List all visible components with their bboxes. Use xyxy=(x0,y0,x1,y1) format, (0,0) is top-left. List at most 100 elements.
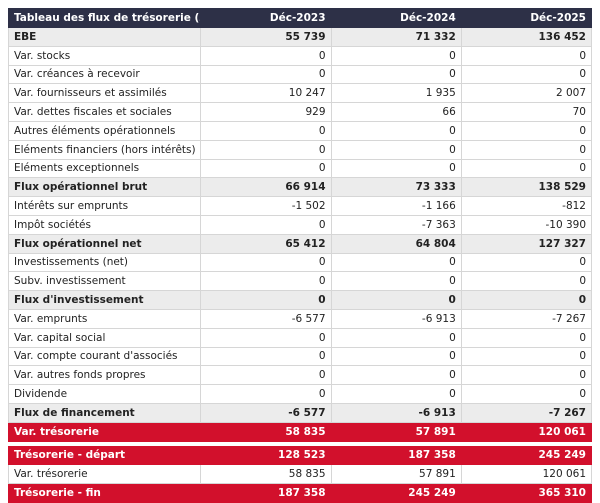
cell-value: 0 xyxy=(200,327,332,348)
table-row: Eléments exceptionnels 0 0 0 xyxy=(7,158,593,179)
table-row: Var. stocks 0 0 0 xyxy=(7,45,593,66)
cell-value: -6 913 xyxy=(330,308,462,329)
cell-value: -7 267 xyxy=(460,308,593,329)
cell-value: 128 523 xyxy=(200,445,332,466)
row-label: Flux de financement xyxy=(7,402,202,423)
cell-value: 55 739 xyxy=(200,27,332,47)
cell-value: 0 xyxy=(330,346,462,367)
cell-value: -812 xyxy=(460,196,593,216)
table-row: Var. capital social 0 0 0 xyxy=(7,327,593,348)
cell-value: 187 358 xyxy=(200,483,332,503)
cell-value: 0 xyxy=(460,290,593,310)
cell-value: 0 xyxy=(330,252,462,273)
row-label: Var. créances à recevoir xyxy=(7,64,202,85)
cell-value: 127 327 xyxy=(460,233,593,254)
cell-value: 0 xyxy=(200,290,332,310)
table-row: Flux de financement -6 577 -6 913 -7 267 xyxy=(7,402,593,423)
table-row: Var. dettes fiscales et sociales 929 66 70 xyxy=(7,102,593,122)
cell-value: 0 xyxy=(460,384,593,404)
cell-value: 0 xyxy=(460,327,593,348)
cell-value: 0 xyxy=(330,64,462,85)
cell-value: 65 412 xyxy=(200,233,332,254)
cell-value: 0 xyxy=(200,271,332,292)
cell-value: -1 502 xyxy=(200,196,332,216)
cell-value: 120 061 xyxy=(460,421,593,442)
table-row: Flux opérationnel brut 66 914 73 333 138 52… xyxy=(7,177,593,198)
cell-value: 0 xyxy=(200,120,332,141)
cell-value: -6 577 xyxy=(200,402,332,423)
cell-value: 0 xyxy=(330,139,462,160)
table-row: Trésorerie - départ 128 523 187 358 245 249 xyxy=(7,445,593,466)
cell-value: 0 xyxy=(200,214,332,235)
cell-value: 187 358 xyxy=(330,445,462,466)
cell-value: 57 891 xyxy=(330,421,462,442)
cell-value: 0 xyxy=(200,346,332,367)
header-title: Tableau des flux de trésorerie (£) xyxy=(7,8,202,28)
row-label: Eléments financiers (hors intérêts) xyxy=(7,139,202,160)
table-row: Var. trésorerie 58 835 57 891 120 061 xyxy=(7,421,593,442)
row-label: Var. trésorerie xyxy=(7,464,202,485)
cell-value: -7 363 xyxy=(330,214,462,235)
cell-value: 1 935 xyxy=(330,83,462,104)
cashflow-table: Tableau des flux de trésorerie (£) Déc-2… xyxy=(7,8,593,442)
cell-value: 10 247 xyxy=(200,83,332,104)
table-row: Var. emprunts -6 577 -6 913 -7 267 xyxy=(7,308,593,329)
row-label: Var. stocks xyxy=(7,45,202,66)
page: Tableau des flux de trésorerie (£) Déc-2… xyxy=(7,8,593,503)
cell-value: 66 xyxy=(330,102,462,122)
table-row: EBE 55 739 71 332 136 452 xyxy=(7,27,593,47)
column-header: Déc-2025 xyxy=(460,8,593,28)
table-row: Var. compte courant d'associés 0 0 0 xyxy=(7,346,593,367)
cell-value: 245 249 xyxy=(330,483,462,503)
row-label: Var. compte courant d'associés xyxy=(7,346,202,367)
cell-value: 245 249 xyxy=(460,445,593,466)
row-label: Var. capital social xyxy=(7,327,202,348)
cell-value: 929 xyxy=(200,102,332,122)
cell-value: 0 xyxy=(460,139,593,160)
cell-value: 0 xyxy=(200,365,332,386)
cell-value: 0 xyxy=(200,64,332,85)
table-row: Eléments financiers (hors intérêts) 0 0 0 xyxy=(7,139,593,160)
row-label: Flux d'investissement xyxy=(7,290,202,310)
row-label: Investissements (net) xyxy=(7,252,202,273)
cell-value: 0 xyxy=(330,327,462,348)
cell-value: 64 804 xyxy=(330,233,462,254)
table-row: Var. autres fonds propres 0 0 0 xyxy=(7,365,593,386)
cell-value: 0 xyxy=(330,158,462,179)
cell-value: 0 xyxy=(330,120,462,141)
row-label: Eléments exceptionnels xyxy=(7,158,202,179)
table-row: Var. trésorerie 58 835 57 891 120 061 xyxy=(7,464,593,485)
row-label: Intérêts sur emprunts xyxy=(7,196,202,216)
cell-value: -10 390 xyxy=(460,214,593,235)
row-label: Var. dettes fiscales et sociales xyxy=(7,102,202,122)
row-label: Var. fournisseurs et assimilés xyxy=(7,83,202,104)
row-label: Trésorerie - départ xyxy=(7,445,202,466)
cell-value: 0 xyxy=(330,384,462,404)
cell-value: 0 xyxy=(330,290,462,310)
cell-value: 71 332 xyxy=(330,27,462,47)
cell-value: 70 xyxy=(460,102,593,122)
row-label: Flux opérationnel brut xyxy=(7,177,202,198)
cell-value: 0 xyxy=(460,45,593,66)
table-row: Trésorerie - fin 187 358 245 249 365 310 xyxy=(7,483,593,503)
cell-value: -1 166 xyxy=(330,196,462,216)
cell-value: 0 xyxy=(460,346,593,367)
cell-value: 0 xyxy=(200,384,332,404)
row-label: Var. autres fonds propres xyxy=(7,365,202,386)
row-label: Flux opérationnel net xyxy=(7,233,202,254)
column-header: Déc-2023 xyxy=(200,8,332,28)
cell-value: 365 310 xyxy=(460,483,593,503)
cell-value: -6 577 xyxy=(200,308,332,329)
table-row: Subv. investissement 0 0 0 xyxy=(7,271,593,292)
cell-value: 136 452 xyxy=(460,27,593,47)
row-label: Dividende xyxy=(7,384,202,404)
table-row: Impôt sociétés 0 -7 363 -10 390 xyxy=(7,214,593,235)
row-label: Var. trésorerie xyxy=(7,421,202,442)
cell-value: 0 xyxy=(460,120,593,141)
cell-value: 0 xyxy=(330,45,462,66)
row-label: EBE xyxy=(7,27,202,47)
cell-value: -6 913 xyxy=(330,402,462,423)
table-row: Intérêts sur emprunts -1 502 -1 166 -812 xyxy=(7,196,593,216)
cell-value: 73 333 xyxy=(330,177,462,198)
cell-value: 66 914 xyxy=(200,177,332,198)
